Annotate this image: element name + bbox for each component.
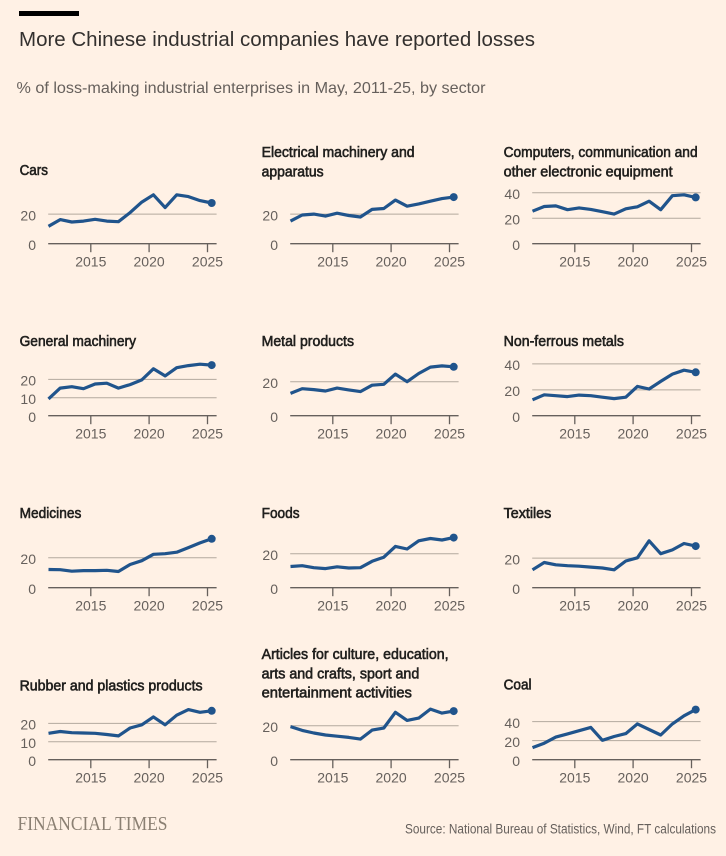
svg-text:2015: 2015 [317,254,348,270]
svg-text:Non-ferrous metals: Non-ferrous metals [504,333,624,350]
svg-text:0: 0 [28,581,36,597]
svg-text:2025: 2025 [434,770,465,786]
svg-text:Computers, communication and: Computers, communication and [504,144,698,161]
svg-text:2020: 2020 [376,598,407,614]
svg-text:2025: 2025 [192,426,223,442]
svg-text:2015: 2015 [75,426,106,442]
svg-text:2015: 2015 [75,598,106,614]
svg-text:2020: 2020 [376,254,407,270]
svg-text:40: 40 [504,715,520,731]
svg-text:2015: 2015 [559,254,590,270]
svg-text:Textiles: Textiles [504,505,552,522]
svg-text:Foods: Foods [262,505,300,522]
svg-text:0: 0 [512,237,520,253]
svg-text:More Chinese industrial compan: More Chinese industrial companies have r… [19,29,535,51]
svg-text:2020: 2020 [618,598,649,614]
svg-text:0: 0 [512,581,520,597]
svg-text:20: 20 [504,551,520,567]
svg-text:2025: 2025 [676,770,707,786]
svg-text:20: 20 [20,373,36,389]
svg-text:2020: 2020 [376,426,407,442]
svg-text:apparatus: apparatus [262,164,324,181]
svg-text:0: 0 [28,753,36,769]
svg-text:2015: 2015 [317,426,348,442]
svg-text:2015: 2015 [75,770,106,786]
svg-text:0: 0 [512,409,520,425]
svg-text:2020: 2020 [376,770,407,786]
svg-text:Medicines: Medicines [20,505,82,522]
svg-text:General machinery: General machinery [20,333,137,350]
svg-text:2025: 2025 [192,770,223,786]
svg-text:40: 40 [504,357,520,373]
svg-text:2015: 2015 [317,598,348,614]
svg-text:2020: 2020 [618,426,649,442]
svg-text:20: 20 [504,211,520,227]
svg-text:0: 0 [28,237,36,253]
svg-text:other electronic equipment: other electronic equipment [504,164,674,181]
svg-text:2020: 2020 [134,770,165,786]
svg-text:Coal: Coal [504,677,532,694]
svg-text:Electrical machinery and: Electrical machinery and [262,144,415,161]
svg-text:0: 0 [512,753,520,769]
svg-text:entertainment activities: entertainment activities [262,685,412,702]
svg-text:0: 0 [270,753,278,769]
svg-text:20: 20 [262,207,278,223]
svg-text:2020: 2020 [134,426,165,442]
svg-text:2015: 2015 [559,426,590,442]
svg-text:Source: National Bureau of Sta: Source: National Bureau of Statistics, W… [405,822,716,837]
svg-text:20: 20 [262,547,278,563]
svg-text:2025: 2025 [676,254,707,270]
svg-text:2025: 2025 [434,598,465,614]
svg-text:2025: 2025 [434,254,465,270]
svg-text:% of loss-making industrial en: % of loss-making industrial enterprises … [17,80,487,97]
svg-text:0: 0 [28,409,36,425]
svg-text:20: 20 [20,551,36,567]
svg-text:10: 10 [20,391,36,407]
svg-text:FINANCIAL TIMES: FINANCIAL TIMES [18,813,168,835]
svg-text:2025: 2025 [434,426,465,442]
svg-text:2020: 2020 [618,770,649,786]
svg-text:2025: 2025 [192,598,223,614]
svg-text:20: 20 [262,375,278,391]
svg-text:2015: 2015 [75,254,106,270]
svg-text:2025: 2025 [676,598,707,614]
svg-text:0: 0 [270,581,278,597]
svg-text:10: 10 [20,735,36,751]
svg-text:2015: 2015 [559,598,590,614]
svg-text:2025: 2025 [676,426,707,442]
svg-text:Rubber and plastics products: Rubber and plastics products [20,678,203,695]
svg-text:20: 20 [262,719,278,735]
svg-text:20: 20 [504,734,520,750]
svg-text:40: 40 [504,186,520,202]
svg-text:0: 0 [270,409,278,425]
svg-text:arts and crafts, sport and: arts and crafts, sport and [262,666,420,683]
svg-text:2015: 2015 [317,770,348,786]
svg-text:2020: 2020 [618,254,649,270]
svg-text:Cars: Cars [20,162,48,179]
svg-text:Metal products: Metal products [262,333,354,350]
svg-text:2015: 2015 [559,770,590,786]
svg-text:0: 0 [270,237,278,253]
svg-text:20: 20 [504,383,520,399]
svg-text:Articles for culture, educatio: Articles for culture, education, [262,646,449,663]
svg-text:20: 20 [20,207,36,223]
svg-text:2020: 2020 [134,254,165,270]
svg-text:2020: 2020 [134,598,165,614]
svg-text:20: 20 [20,717,36,733]
svg-text:2025: 2025 [192,254,223,270]
